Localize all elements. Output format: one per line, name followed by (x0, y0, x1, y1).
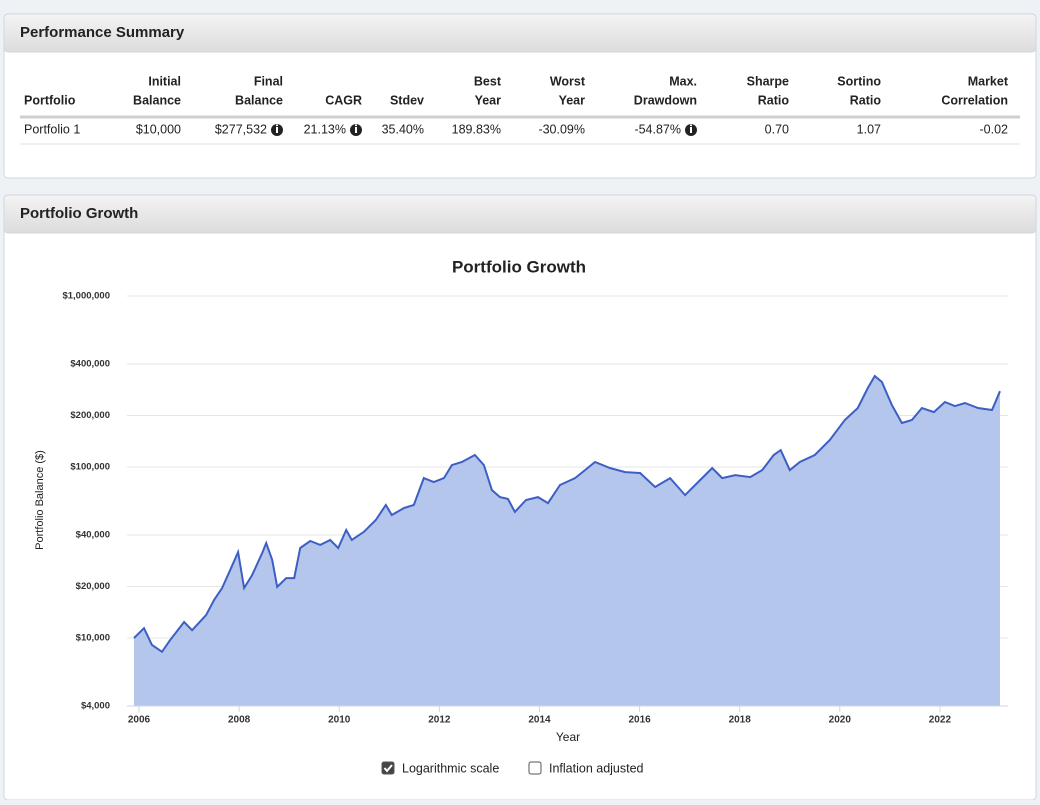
table-cell: $277,532 (215, 122, 267, 136)
table-cell: -30.09% (538, 122, 585, 136)
y-tick-label: $100,000 (70, 461, 110, 472)
panel-title: Portfolio Growth (20, 205, 138, 222)
column-header: Drawdown (634, 93, 697, 107)
checkbox-check (383, 764, 393, 773)
column-header: Balance (133, 93, 181, 107)
y-tick-label: $4,000 (81, 701, 110, 712)
x-tick-label: 2020 (829, 715, 852, 726)
checkbox-label[interactable]: Inflation adjusted (549, 761, 644, 775)
checkbox-label[interactable]: Logarithmic scale (402, 761, 499, 775)
table-cell: Portfolio 1 (24, 122, 80, 136)
table-cell: 1.07 (857, 122, 881, 136)
column-header: Ratio (758, 93, 790, 107)
info-icon-glyph (355, 124, 357, 127)
chart-title: Portfolio Growth (452, 257, 586, 276)
column-header: Year (475, 93, 502, 107)
x-tick-label: 2008 (228, 715, 251, 726)
x-tick-label: 2022 (929, 715, 952, 726)
y-axis-title: Portfolio Balance ($) (34, 450, 46, 550)
checkbox[interactable] (381, 761, 395, 775)
info-icon-glyph (355, 127, 357, 133)
info-icon-glyph (690, 124, 692, 127)
y-tick-label: $20,000 (76, 581, 110, 592)
column-header: Market (968, 74, 1009, 88)
column-header: Final (254, 74, 283, 88)
table-cell: 0.70 (765, 122, 789, 136)
table-cell: 189.83% (452, 122, 501, 136)
y-tick-label: $200,000 (70, 410, 110, 421)
table-cell: 21.13% (304, 122, 346, 136)
y-tick-label: $40,000 (76, 530, 110, 541)
table-cell: -0.02 (980, 122, 1009, 136)
y-tick-label: $10,000 (76, 632, 110, 643)
x-tick-label: 2010 (328, 715, 351, 726)
column-header: Best (474, 74, 502, 88)
info-icon-glyph (276, 127, 278, 133)
column-header: Ratio (850, 93, 882, 107)
checkbox[interactable] (528, 761, 542, 775)
table-cell: 35.40% (382, 122, 424, 136)
column-header: CAGR (325, 93, 362, 107)
growth-header (3, 194, 1037, 234)
x-tick-label: 2014 (528, 715, 551, 726)
column-header: Worst (550, 74, 586, 88)
y-tick-label: $1,000,000 (62, 291, 110, 302)
column-header: Initial (148, 74, 181, 88)
panel-title: Performance Summary (20, 24, 185, 41)
info-icon-glyph (690, 127, 692, 133)
x-tick-label: 2018 (729, 715, 752, 726)
column-header: Max. (669, 74, 697, 88)
area-line (133, 374, 1001, 654)
column-header: Sortino (837, 74, 881, 88)
column-header: Sharpe (747, 74, 789, 88)
column-header: Correlation (941, 93, 1008, 107)
x-tick-label: 2016 (628, 715, 651, 726)
table-cell: $10,000 (136, 122, 181, 136)
column-header: Portfolio (24, 93, 76, 107)
table-cell: -54.87% (634, 122, 681, 136)
x-tick-label: 2012 (428, 715, 451, 726)
summary-header (3, 13, 1037, 53)
y-tick-label: $400,000 (70, 359, 110, 370)
info-icon-glyph (276, 124, 278, 127)
x-tick-label: 2006 (128, 715, 151, 726)
column-header: Year (559, 93, 586, 107)
column-header: Balance (235, 93, 283, 107)
column-header: Stdev (390, 93, 424, 107)
x-axis-title: Year (556, 730, 580, 744)
